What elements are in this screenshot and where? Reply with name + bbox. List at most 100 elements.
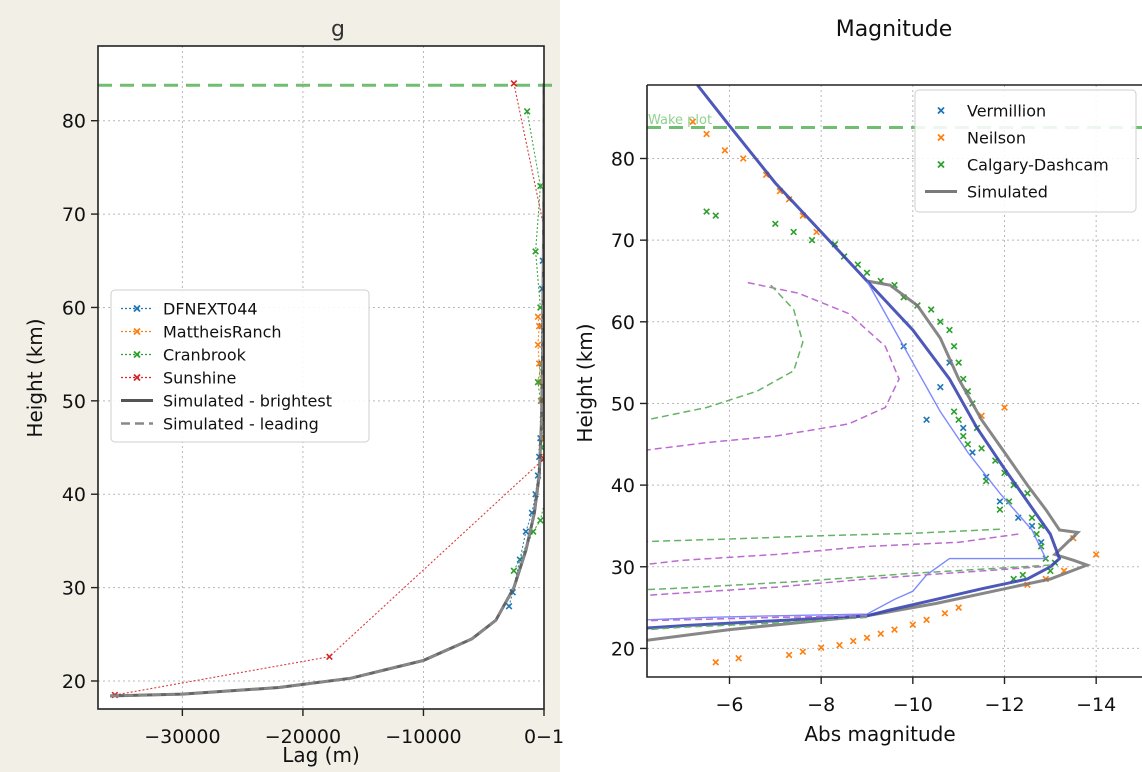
legend-label: Sunshine bbox=[163, 369, 236, 388]
legend-label: Simulated bbox=[967, 183, 1048, 202]
series-model-green-lower-3 bbox=[647, 616, 868, 631]
magnitude-chart: Magnitude Wake plot −6 −8 −10 −12 −14 20 30 40… bbox=[573, 17, 1142, 746]
legend-box bbox=[110, 289, 370, 443]
magnitude-x-ticks: −6 −8 −10 −12 −14 bbox=[715, 677, 1116, 716]
legend-swatch-marker bbox=[133, 350, 141, 359]
y-tick-label: 80 bbox=[62, 111, 86, 133]
series-simulated-leading bbox=[110, 83, 544, 698]
series-model-violet-upper bbox=[647, 281, 900, 451]
data-point bbox=[909, 621, 917, 629]
legend-label: MattheisRanch bbox=[163, 323, 282, 342]
series-line bbox=[647, 279, 1092, 642]
series-line bbox=[114, 83, 544, 696]
y-tick-label: 70 bbox=[62, 204, 86, 226]
x-tick-label: −6 bbox=[715, 694, 743, 716]
magnitude-y-ticks: 20 30 40 50 60 70 80 bbox=[611, 148, 647, 660]
data-point bbox=[689, 118, 697, 126]
data-point bbox=[735, 654, 743, 662]
data-point bbox=[950, 408, 958, 415]
data-point bbox=[703, 130, 710, 138]
lag-x-ticks: −30000 −20000 −10000 0−1 bbox=[144, 709, 564, 748]
x-tick-label: −10 bbox=[893, 694, 933, 716]
data-point bbox=[1092, 551, 1100, 558]
x-tick-label: 0−1 bbox=[524, 726, 564, 748]
y-tick-label: 80 bbox=[611, 148, 635, 170]
legend-label: Vermillion bbox=[967, 102, 1046, 121]
y-tick-label: 60 bbox=[62, 297, 86, 319]
data-point bbox=[877, 630, 885, 638]
x-tick-label: −8 bbox=[807, 694, 835, 716]
y-tick-label: 20 bbox=[62, 671, 86, 693]
legend-entry-dfnext044: DFNEXT044 bbox=[121, 300, 258, 319]
data-point bbox=[936, 318, 944, 326]
magnitude-chart-title: Magnitude bbox=[836, 17, 953, 42]
legend-entry-simulated-leading: Simulated - leading bbox=[121, 415, 319, 434]
magnitude-series-group bbox=[647, 85, 1100, 666]
data-point bbox=[535, 322, 543, 330]
data-point bbox=[955, 359, 963, 366]
series-model-green-lower-1 bbox=[647, 528, 1000, 543]
legend-label: Simulated - brightest bbox=[163, 392, 332, 411]
data-point bbox=[817, 644, 825, 651]
series-line bbox=[647, 528, 1000, 543]
magnitude-y-axis-label: Height (km) bbox=[573, 323, 597, 442]
data-point bbox=[959, 432, 967, 440]
series-model-violet-lower bbox=[647, 533, 1019, 566]
legend-label: Calgary-Dashcam bbox=[967, 156, 1109, 175]
series-line bbox=[647, 280, 1047, 621]
data-point bbox=[703, 208, 710, 215]
data-point bbox=[721, 146, 729, 154]
data-point bbox=[849, 637, 857, 645]
data-point bbox=[1001, 404, 1008, 411]
data-point bbox=[790, 228, 798, 236]
y-tick-label: 50 bbox=[611, 393, 635, 415]
series-line bbox=[647, 533, 1019, 566]
data-point bbox=[534, 378, 542, 386]
series-line bbox=[647, 85, 1062, 630]
data-point bbox=[927, 306, 935, 313]
data-point bbox=[955, 416, 963, 424]
data-point bbox=[510, 567, 518, 575]
data-point bbox=[923, 616, 930, 624]
data-point bbox=[523, 108, 531, 115]
series-line bbox=[647, 566, 1042, 597]
x-tick-label: −12 bbox=[984, 694, 1024, 716]
legend-entry-simulated-brightest: Simulated - brightest bbox=[121, 392, 332, 411]
data-point bbox=[739, 155, 747, 162]
data-point bbox=[799, 648, 807, 656]
y-tick-label: 20 bbox=[611, 638, 635, 660]
data-point bbox=[891, 626, 898, 634]
legend-swatch-marker bbox=[937, 160, 945, 169]
data-point bbox=[863, 269, 871, 277]
wake-plot-label: Wake plot bbox=[648, 113, 712, 128]
data-point bbox=[955, 604, 963, 611]
data-point bbox=[936, 383, 944, 391]
legend-label: Cranbrook bbox=[163, 346, 247, 365]
data-point bbox=[712, 212, 720, 220]
lag-legend: DFNEXT044 MattheisRanch Cranbrook Sunshine S… bbox=[110, 289, 370, 443]
data-point bbox=[836, 641, 843, 649]
x-tick-label: −30000 bbox=[144, 726, 220, 748]
magnitude-plot-frame bbox=[646, 84, 1142, 678]
data-point bbox=[534, 313, 542, 321]
series-line bbox=[647, 284, 804, 421]
legend-entry-vermillion: Vermillion bbox=[937, 102, 1046, 121]
data-point bbox=[996, 498, 1004, 505]
data-point bbox=[540, 455, 544, 463]
data-point bbox=[712, 658, 720, 666]
lag-series-group bbox=[110, 79, 544, 699]
data-point bbox=[941, 609, 949, 617]
data-point bbox=[996, 506, 1004, 513]
series-line bbox=[647, 564, 1051, 591]
x-tick-label: −20000 bbox=[265, 726, 341, 748]
legend-swatch-marker bbox=[937, 106, 945, 115]
legend-label: Simulated - leading bbox=[163, 415, 319, 434]
magnitude-legend: Vermillion Neilson Calgary-Dashcam Simulate… bbox=[914, 89, 1137, 213]
legend-entry-simulated: Simulated bbox=[925, 183, 1048, 202]
data-point bbox=[946, 326, 953, 334]
legend-entry-calgary-dashcam: Calgary-Dashcam bbox=[937, 156, 1109, 175]
data-point bbox=[505, 602, 513, 610]
data-point bbox=[771, 220, 779, 228]
legend-entry-cranbrook: Cranbrook bbox=[121, 346, 247, 365]
series-model-blue-thick bbox=[647, 85, 1062, 630]
